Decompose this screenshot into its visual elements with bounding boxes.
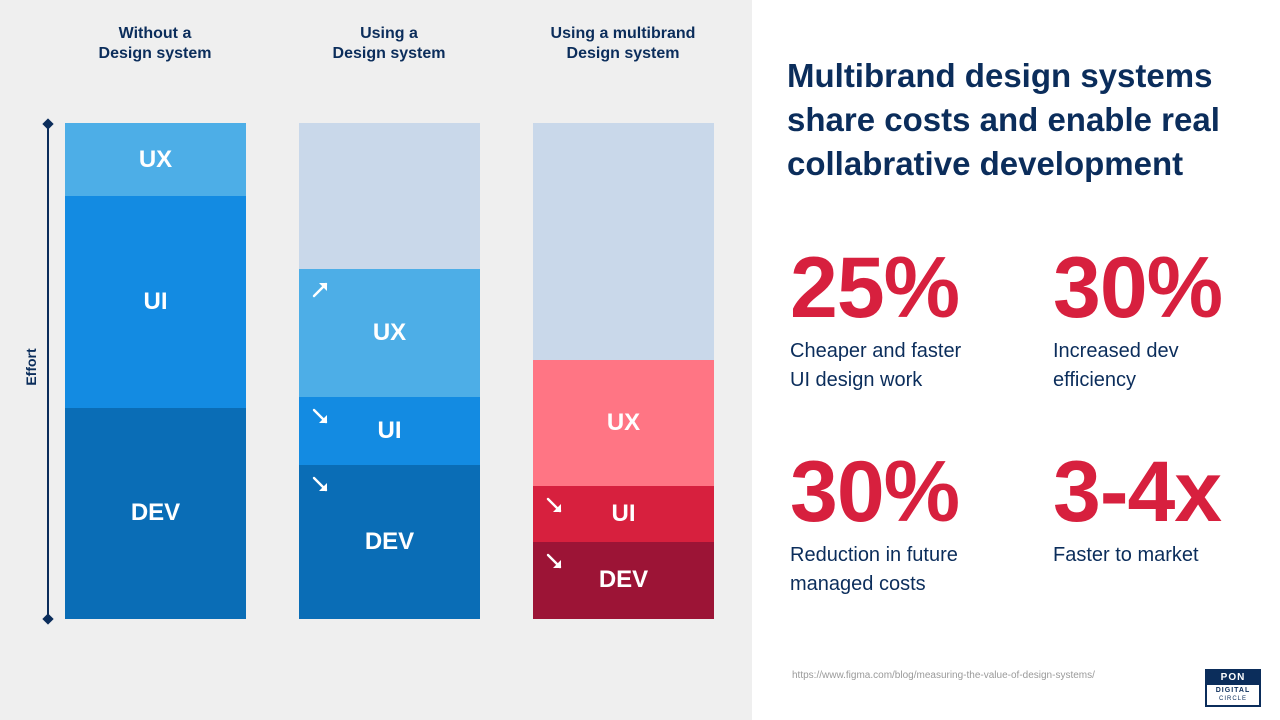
segment-label: UI <box>143 287 168 315</box>
column-header-line: Using a multibrand <box>550 25 696 42</box>
stat-description-line: Faster to market <box>1053 544 1199 566</box>
column-header-line: Without a <box>118 25 192 42</box>
headline-line: share costs and enable real <box>787 101 1220 138</box>
effort-axis-label: Effort <box>23 348 39 386</box>
segment-label: UX <box>372 318 407 346</box>
stat-description-line: Reduction in future <box>790 544 958 566</box>
stat-ui-design: 25% Cheaper and faster UI design work <box>790 245 1040 395</box>
axis-top-cap <box>42 118 54 130</box>
segment-label: DEV <box>598 566 649 594</box>
bar-segment-dev: DEV <box>533 541 714 619</box>
stat-value: 30% <box>790 444 960 540</box>
bar-segment-ux: UX <box>299 269 480 397</box>
headline-line: collabrative development <box>787 145 1184 182</box>
source-link[interactable]: https://www.figma.com/blog/measuring-the… <box>792 670 1095 681</box>
bar-segment-ux: UX <box>65 123 246 197</box>
stat-description: Increased dev efficiency <box>1053 337 1280 395</box>
arrow-up-right-icon <box>311 279 331 299</box>
segment-label: DEV <box>130 499 181 527</box>
segment-label: UX <box>606 409 641 437</box>
stat-description-line: managed costs <box>790 573 926 595</box>
info-panel <box>752 0 1280 720</box>
bar-segment-ui: UI <box>299 396 480 465</box>
bar-segment-ui: UI <box>65 196 246 408</box>
stat-description-line: efficiency <box>1053 369 1137 391</box>
segment-label: UI <box>377 416 402 444</box>
column-header-multibrand: Using a multibrand Design system <box>523 24 723 64</box>
logo-line-2: CIRCLE <box>1218 696 1247 702</box>
arrow-down-right-icon <box>545 496 565 516</box>
segment-label: UI <box>611 499 636 527</box>
bar-segment-dev: DEV <box>65 407 246 619</box>
stat-description-line: UI design work <box>790 369 923 391</box>
effort-axis-line <box>47 124 49 619</box>
bar-segment-baseline <box>299 123 480 270</box>
headline-line: Multibrand design systems <box>787 57 1213 94</box>
bar-segment-dev: DEV <box>299 464 480 619</box>
stat-description-line: Cheaper and faster <box>790 340 962 362</box>
bar-segment-baseline <box>533 123 714 361</box>
bar-segment-ux: UX <box>533 360 714 486</box>
column-header-line: Design system <box>98 45 212 62</box>
segment-label: UX <box>138 145 173 173</box>
arrow-down-right-icon <box>311 407 331 427</box>
segment-label: DEV <box>364 527 415 555</box>
stat-description: Faster to market <box>1053 541 1280 570</box>
stat-description: Reduction in future managed costs <box>790 541 1040 599</box>
stat-value: 25% <box>790 240 960 336</box>
axis-bottom-cap <box>42 613 54 625</box>
pon-digital-circle-logo: PON DIGITAL CIRCLE <box>1205 669 1261 707</box>
column-header-using: Using a Design system <box>289 24 489 64</box>
column-header-without: Without a Design system <box>55 24 255 64</box>
column-header-line: Design system <box>332 45 446 62</box>
stat-time-to-market: 3-4x Faster to market <box>1053 449 1280 570</box>
chart-panel: Without a Design system Using a Design s… <box>0 0 752 720</box>
stat-value: 30% <box>1053 240 1223 336</box>
stat-managed-costs: 30% Reduction in future managed costs <box>790 449 1040 599</box>
headline: Multibrand design systems share costs an… <box>787 54 1257 186</box>
logo-brand: PON <box>1207 671 1259 685</box>
logo-line-1: DIGITAL <box>1215 687 1251 694</box>
arrow-down-right-icon <box>311 475 331 495</box>
column-header-line: Design system <box>566 45 680 62</box>
stat-description: Cheaper and faster UI design work <box>790 337 1040 395</box>
stat-dev-efficiency: 30% Increased dev efficiency <box>1053 245 1280 395</box>
stat-description-line: Increased dev <box>1053 340 1179 362</box>
stat-value: 3-4x <box>1053 444 1222 540</box>
column-header-line: Using a <box>360 25 418 42</box>
bar-segment-ui: UI <box>533 485 714 542</box>
arrow-down-right-icon <box>545 552 565 572</box>
